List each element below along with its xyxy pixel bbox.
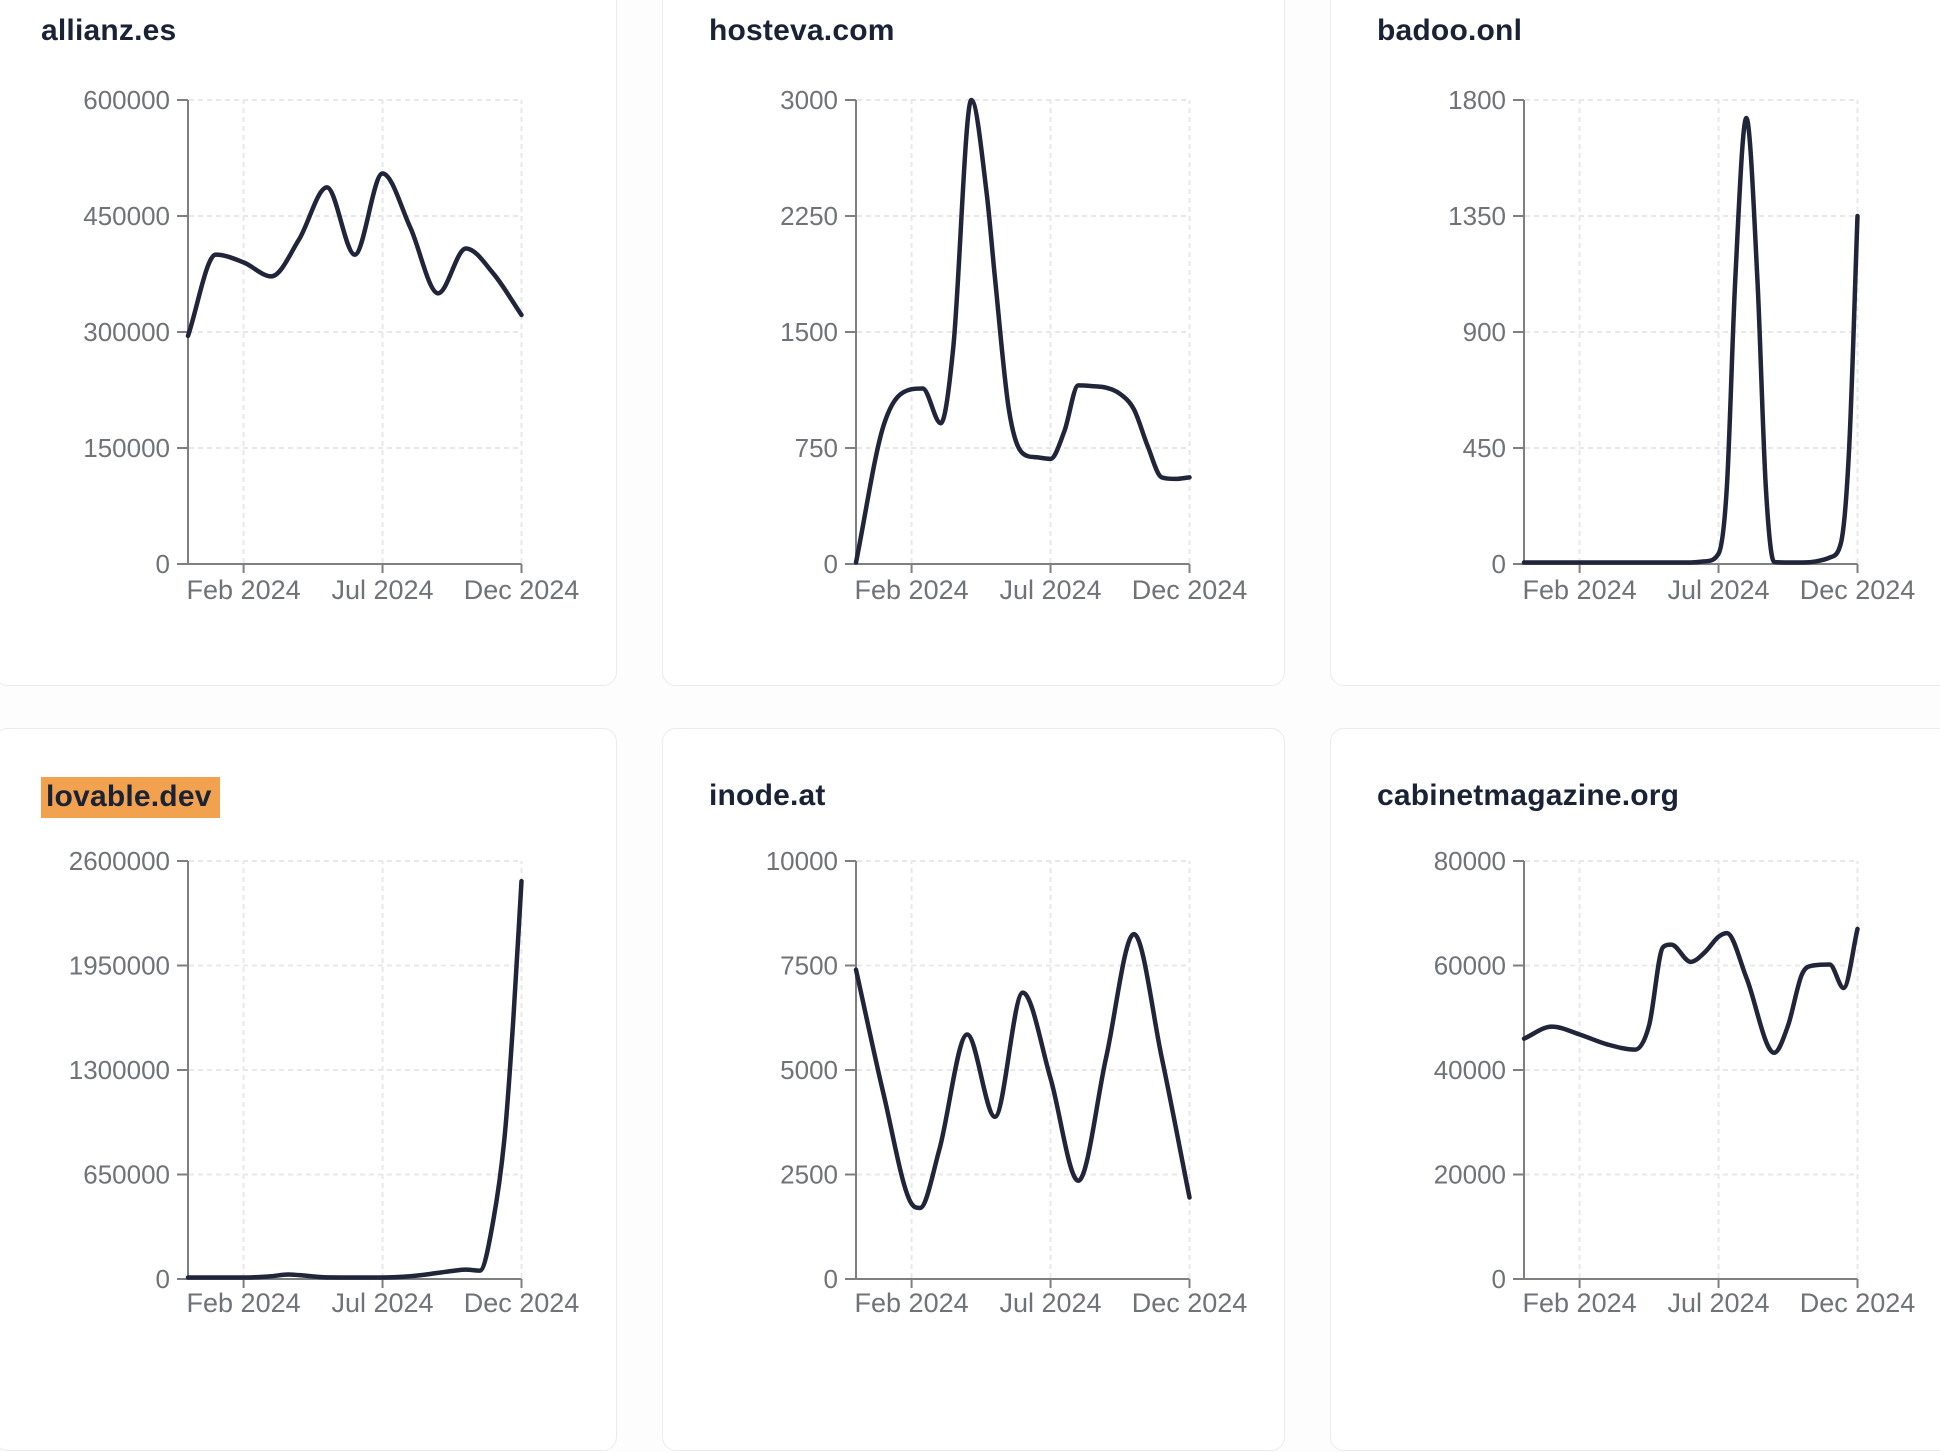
- y-tick-label: 1300000: [69, 1055, 170, 1085]
- y-tick-label: 0: [824, 549, 838, 579]
- y-tick-label: 0: [824, 1264, 838, 1294]
- axes: [845, 860, 1191, 1288]
- chart-card: cabinetmagazine.org 0 20000 40000 60000 8000…: [1330, 728, 1940, 1451]
- chart-card: inode.at 0 2500 5000 7500 10000 Feb 2024 Jul 2…: [662, 728, 1285, 1451]
- domain-label: allianz.es: [41, 14, 177, 47]
- x-tick-label: Feb 2024: [855, 1288, 969, 1318]
- x-tick-label: Dec 2024: [1132, 1288, 1248, 1318]
- axes: [845, 99, 1191, 573]
- gridlines: [189, 860, 523, 1278]
- axes: [177, 860, 523, 1288]
- chart-title: lovable.dev: [41, 777, 220, 818]
- gridlines: [857, 860, 1191, 1278]
- series-line: [1521, 115, 1860, 565]
- x-tick-label: Feb 2024: [1523, 575, 1637, 605]
- x-tick-label: Dec 2024: [464, 575, 580, 605]
- series-line: [185, 878, 524, 1280]
- y-tick-label: 40000: [1434, 1055, 1506, 1085]
- y-tick-label: 300000: [83, 317, 170, 347]
- y-tick-label: 60000: [1434, 951, 1506, 981]
- chart-title: badoo.onl: [1377, 12, 1522, 50]
- y-tick-label: 650000: [83, 1160, 170, 1190]
- axes: [1513, 99, 1859, 573]
- gridlines: [857, 99, 1191, 563]
- domain-label: cabinetmagazine.org: [1377, 779, 1680, 812]
- tick-labels: 0 20000 40000 60000 80000 Feb 2024 Jul 2024 Dec…: [1434, 846, 1916, 1318]
- axes: [177, 99, 523, 573]
- tick-labels: 0 2500 5000 7500 10000 Feb 2024 Jul 2024 Dec 20…: [766, 846, 1248, 1318]
- line-chart: 0 150000 300000 450000 600000 Feb 2024 Jul 202…: [83, 85, 579, 605]
- tick-labels: 0 650000 1300000 1950000 2600000 Feb 2024 Jul …: [69, 846, 580, 1318]
- chart-title: inode.at: [709, 777, 826, 815]
- line-chart: 0 450 900 1350 1800 Feb 2024 Jul 2024 Dec 2024: [1448, 85, 1915, 605]
- gridlines: [1525, 860, 1859, 1278]
- x-tick-label: Jul 2024: [331, 1288, 433, 1318]
- y-tick-label: 1950000: [69, 951, 170, 981]
- series-line: [1521, 926, 1860, 1056]
- tick-labels: 0 450 900 1350 1800 Feb 2024 Jul 2024 Dec 2024: [1448, 85, 1915, 605]
- y-tick-label: 2500: [780, 1160, 838, 1190]
- chart-card: allianz.es 0 150000 300000 450000 600000 Feb …: [0, 0, 617, 686]
- x-tick-label: Dec 2024: [1800, 1288, 1916, 1318]
- series-line: [853, 97, 1192, 565]
- y-tick-label: 600000: [83, 85, 170, 115]
- x-tick-label: Dec 2024: [1800, 575, 1916, 605]
- axes: [1513, 860, 1859, 1288]
- y-tick-label: 0: [1492, 1264, 1506, 1294]
- x-tick-label: Jul 2024: [1667, 575, 1769, 605]
- x-tick-label: Dec 2024: [464, 1288, 580, 1318]
- series-line: [853, 931, 1192, 1211]
- y-tick-label: 450: [1463, 433, 1506, 463]
- x-tick-label: Dec 2024: [1132, 575, 1248, 605]
- x-tick-label: Jul 2024: [331, 575, 433, 605]
- chart-title: hosteva.com: [709, 12, 895, 50]
- x-tick-label: Feb 2024: [187, 575, 301, 605]
- x-tick-label: Jul 2024: [999, 575, 1101, 605]
- chart-card: badoo.onl 0 450 900 1350 1800 Feb 2024 Jul 202…: [1330, 0, 1940, 686]
- line-chart: 0 2500 5000 7500 10000 Feb 2024 Jul 2024 Dec 20…: [766, 846, 1248, 1318]
- line-chart: 0 650000 1300000 1950000 2600000 Feb 2024 Jul …: [69, 846, 580, 1318]
- y-tick-label: 0: [1492, 549, 1506, 579]
- y-tick-label: 0: [156, 1264, 170, 1294]
- chart-card: lovable.dev 0 650000 1300000 1950000 2600000…: [0, 728, 617, 1451]
- y-tick-label: 3000: [780, 85, 838, 115]
- y-tick-label: 900: [1463, 317, 1506, 347]
- x-tick-label: Feb 2024: [187, 1288, 301, 1318]
- y-tick-label: 1800: [1448, 85, 1506, 115]
- tick-labels: 0 150000 300000 450000 600000 Feb 2024 Jul 202…: [83, 85, 579, 605]
- y-tick-label: 2250: [780, 201, 838, 231]
- x-tick-label: Feb 2024: [1523, 1288, 1637, 1318]
- line-chart: 0 20000 40000 60000 80000 Feb 2024 Jul 2024 Dec…: [1434, 846, 1916, 1318]
- x-tick-label: Jul 2024: [1667, 1288, 1769, 1318]
- chart-title: cabinetmagazine.org: [1377, 777, 1679, 815]
- gridlines: [189, 99, 523, 563]
- y-tick-label: 750: [795, 433, 838, 463]
- y-tick-label: 7500: [780, 951, 838, 981]
- domain-label-highlighted: lovable.dev: [41, 777, 220, 818]
- domain-label: badoo.onl: [1377, 14, 1523, 47]
- y-tick-label: 20000: [1434, 1160, 1506, 1190]
- x-tick-label: Jul 2024: [999, 1288, 1101, 1318]
- y-tick-label: 450000: [83, 201, 170, 231]
- y-tick-label: 0: [156, 549, 170, 579]
- line-chart: 0 750 1500 2250 3000 Feb 2024 Jul 2024 Dec 2024: [780, 85, 1247, 605]
- y-tick-label: 5000: [780, 1055, 838, 1085]
- chart-card: hosteva.com 0 750 1500 2250 3000 Feb 2024 Jul …: [662, 0, 1285, 686]
- series-line: [185, 171, 524, 339]
- y-tick-label: 1500: [780, 317, 838, 347]
- x-tick-label: Feb 2024: [855, 575, 969, 605]
- y-tick-label: 10000: [766, 846, 838, 876]
- domain-label: inode.at: [709, 779, 826, 812]
- chart-title: allianz.es: [41, 12, 176, 50]
- y-tick-label: 80000: [1434, 846, 1506, 876]
- y-tick-label: 2600000: [69, 846, 170, 876]
- domain-label: hosteva.com: [709, 14, 895, 47]
- tick-labels: 0 750 1500 2250 3000 Feb 2024 Jul 2024 Dec 2024: [780, 85, 1247, 605]
- y-tick-label: 1350: [1448, 201, 1506, 231]
- gridlines: [1525, 99, 1859, 563]
- y-tick-label: 150000: [83, 433, 170, 463]
